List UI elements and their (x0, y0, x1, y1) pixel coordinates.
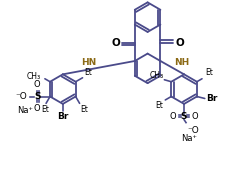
Text: CH₃: CH₃ (26, 72, 41, 81)
Text: Et: Et (155, 101, 163, 110)
Text: Et: Et (81, 105, 88, 114)
Text: Na⁺: Na⁺ (181, 134, 197, 143)
Text: HN: HN (82, 58, 97, 67)
Text: ⁻O: ⁻O (187, 126, 199, 135)
Text: Br: Br (57, 112, 68, 121)
Text: Na⁺: Na⁺ (17, 106, 33, 115)
Text: S: S (34, 92, 41, 101)
Text: O: O (169, 112, 176, 121)
Text: S: S (181, 112, 187, 121)
Text: O: O (192, 112, 198, 121)
Text: CH₃: CH₃ (149, 71, 163, 80)
Text: O: O (34, 80, 41, 89)
Text: NH: NH (174, 58, 189, 67)
Text: ⁻O: ⁻O (16, 92, 27, 101)
Text: Et: Et (41, 105, 49, 114)
Text: Et: Et (205, 68, 213, 77)
Text: O: O (111, 38, 120, 48)
Text: O: O (175, 38, 184, 48)
Text: Br: Br (206, 94, 217, 103)
Text: Et: Et (84, 68, 92, 77)
Text: O: O (34, 104, 41, 113)
